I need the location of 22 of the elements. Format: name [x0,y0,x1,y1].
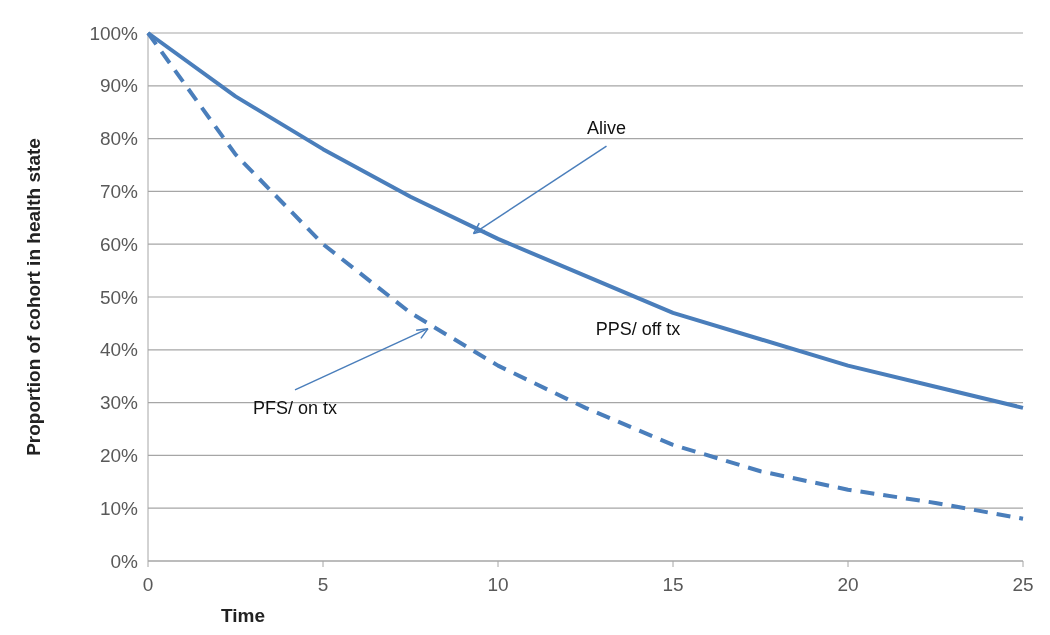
annotation: Alive [586,118,627,139]
x-tick-label: 15 [662,574,684,595]
y-axis-title: Proportion of cohort in health state [23,138,44,456]
y-tick-label: 20% [99,445,139,467]
annotation: PFS/ on tx [252,398,338,419]
y-tick-label: 100% [89,22,139,44]
x-tick-label: 25 [1012,574,1034,595]
y-tick-label: 70% [99,181,139,203]
y-tick-label: 30% [99,392,139,414]
x-tick-label: 5 [317,574,329,595]
y-tick-label: 80% [99,128,139,150]
x-tick-label: 10 [487,574,509,595]
y-tick-label: 60% [99,233,139,255]
y-tick-label: 40% [99,339,139,361]
x-tick-label: 0 [142,574,154,595]
x-tick-label: 20 [837,574,859,595]
y-tick-label: 90% [99,75,139,97]
y-tick-label: 0% [110,550,139,572]
annotation: PPS/ off tx [595,318,681,339]
x-axis-title: Time [220,605,266,626]
y-tick-label: 10% [99,497,139,519]
y-tick-label: 50% [99,286,139,308]
